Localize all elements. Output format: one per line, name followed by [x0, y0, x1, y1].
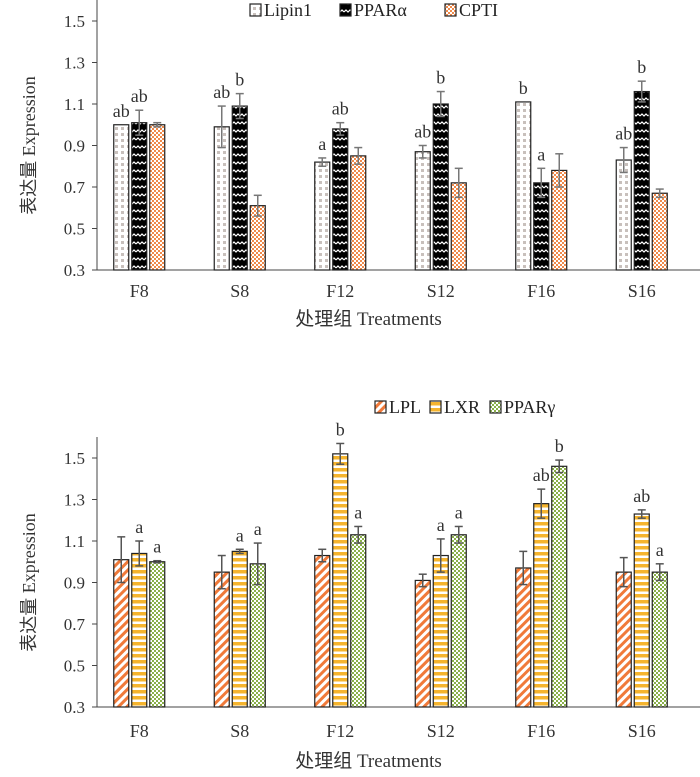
bar-LPL [314, 554, 331, 708]
legend-swatch-Lipin1 [249, 3, 262, 17]
significance-label: a [236, 525, 244, 545]
significance-label: a [354, 502, 362, 522]
y-tick-label: 1.3 [64, 54, 85, 73]
y-tick-label: 1.1 [64, 532, 85, 551]
significance-label: a [437, 515, 445, 535]
bar-LXR [231, 550, 248, 708]
bar-LXR [131, 552, 148, 708]
chart-top: 0.30.50.70.91.11.31.5F8ababS8abbF12aabS1… [19, 0, 700, 330]
bar-LPL [515, 567, 532, 708]
y-tick-label: 1.5 [64, 12, 85, 31]
significance-label: a [537, 144, 545, 164]
y-tick-label: 0.5 [64, 220, 85, 239]
x-axis-label: 处理组 Treatments [295, 308, 442, 330]
y-tick-label: 0.3 [64, 261, 85, 280]
bar-PPARα [332, 128, 349, 271]
legend-label: Lipin1 [264, 0, 312, 20]
y-tick-label: 0.7 [64, 615, 86, 634]
legend-swatch-PPARα [339, 3, 352, 17]
legend-label: PPARγ [504, 397, 555, 417]
x-tick-label: S16 [628, 721, 656, 741]
y-tick-label: 0.5 [64, 657, 85, 676]
bar-PPARγ [350, 534, 367, 708]
bar-Lipin1 [414, 151, 431, 271]
bar-PPARγ [450, 534, 467, 708]
significance-label: a [135, 517, 143, 537]
y-tick-label: 0.3 [64, 698, 85, 717]
bar-LXR [332, 453, 349, 708]
bar-LPL [213, 571, 230, 708]
legend-swatch-LXR [429, 400, 442, 414]
y-tick-label: 0.9 [64, 137, 85, 156]
legend-label: CPTI [459, 0, 498, 20]
bar-LXR [633, 513, 650, 708]
bar-PPARα [131, 122, 148, 271]
significance-label: ab [213, 82, 230, 102]
significance-label: ab [332, 99, 349, 119]
y-axis-label: 表达量 Expression [19, 76, 39, 215]
x-tick-label: S12 [427, 721, 455, 741]
significance-label: b [336, 419, 345, 439]
x-tick-label: S8 [230, 281, 249, 301]
significance-label: b [637, 57, 646, 77]
x-tick-label: F8 [130, 721, 149, 741]
bar-CPTI [350, 155, 367, 271]
bar-PPARα [633, 90, 650, 271]
bar-PPARα [231, 105, 248, 271]
significance-label: b [235, 70, 244, 90]
bar-CPTI [149, 124, 166, 271]
significance-label: ab [131, 86, 148, 106]
y-tick-label: 1.5 [64, 449, 85, 468]
x-tick-label: S12 [427, 281, 455, 301]
x-tick-label: F16 [527, 721, 555, 741]
x-axis-label: 处理组 Treatments [295, 750, 442, 772]
bar-LPL [615, 571, 632, 708]
significance-label: b [436, 68, 445, 88]
significance-label: a [656, 540, 664, 560]
legend-label: PPARα [354, 0, 407, 20]
significance-label: ab [113, 101, 130, 121]
bar-CPTI [651, 192, 668, 271]
bar-PPARγ [149, 561, 166, 708]
bar-Lipin1 [615, 159, 632, 271]
y-axis-label: 表达量 Expression [19, 513, 39, 652]
significance-label: a [153, 537, 161, 557]
bar-Lipin1 [113, 124, 130, 271]
bar-PPARγ [551, 465, 568, 708]
bar-PPARγ [651, 571, 668, 708]
y-tick-label: 1.3 [64, 491, 85, 510]
x-tick-label: S16 [628, 281, 656, 301]
x-tick-label: S8 [230, 721, 249, 741]
bar-Lipin1 [515, 101, 532, 271]
x-tick-label: F8 [130, 281, 149, 301]
significance-label: a [455, 502, 463, 522]
significance-label: ab [615, 124, 632, 144]
y-tick-label: 0.7 [64, 178, 86, 197]
x-tick-label: F16 [527, 281, 555, 301]
legend-label: LPL [389, 397, 421, 417]
bar-LXR [533, 503, 550, 708]
bar-LXR [432, 554, 449, 708]
significance-label: ab [533, 465, 550, 485]
significance-label: b [519, 78, 528, 98]
legend-swatch-PPARγ [489, 400, 502, 414]
bar-LPL [414, 579, 431, 708]
significance-label: ab [633, 486, 650, 506]
significance-label: a [254, 519, 262, 539]
bar-PPARα [432, 103, 449, 271]
y-tick-label: 1.1 [64, 95, 85, 114]
legend-label: LXR [444, 397, 480, 417]
significance-label: a [318, 134, 326, 154]
significance-label: b [555, 436, 564, 456]
x-tick-label: F12 [326, 281, 354, 301]
legend-swatch-LPL [374, 400, 387, 414]
legend-swatch-CPTI [444, 3, 457, 17]
x-tick-label: F12 [326, 721, 354, 741]
y-tick-label: 0.9 [64, 574, 85, 593]
significance-label: ab [414, 122, 431, 142]
bar-Lipin1 [314, 161, 331, 271]
